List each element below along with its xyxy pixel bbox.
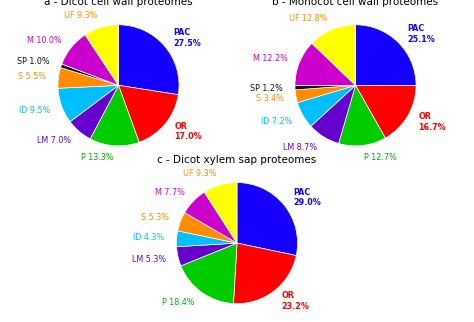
Wedge shape [181, 243, 237, 304]
Text: UF 9.3%: UF 9.3% [64, 11, 98, 20]
Wedge shape [312, 25, 356, 85]
Wedge shape [234, 243, 296, 304]
Text: SP 1.0%: SP 1.0% [17, 57, 50, 66]
Wedge shape [62, 35, 118, 85]
Wedge shape [338, 85, 385, 146]
Text: UF 9.3%: UF 9.3% [183, 169, 217, 178]
Text: P 12.7%: P 12.7% [364, 153, 397, 162]
Text: P 18.4%: P 18.4% [162, 298, 195, 307]
Wedge shape [176, 231, 237, 247]
Text: M 7.7%: M 7.7% [155, 188, 184, 197]
Wedge shape [90, 85, 139, 146]
Wedge shape [237, 183, 298, 256]
Text: UF 12.8%: UF 12.8% [289, 14, 327, 23]
Wedge shape [58, 85, 118, 122]
Wedge shape [61, 64, 118, 85]
Wedge shape [118, 25, 179, 95]
Wedge shape [311, 85, 356, 144]
Wedge shape [85, 25, 118, 85]
Title: a - Dicot cell wall proteomes: a - Dicot cell wall proteomes [44, 0, 193, 7]
Text: P 13.3%: P 13.3% [81, 153, 113, 162]
Wedge shape [298, 85, 356, 126]
Text: ID 9.5%: ID 9.5% [19, 106, 50, 115]
Wedge shape [295, 43, 356, 85]
Wedge shape [70, 85, 118, 139]
Text: OR
16.7%: OR 16.7% [418, 112, 446, 132]
Text: M 12.2%: M 12.2% [253, 54, 288, 63]
Text: LM 7.0%: LM 7.0% [37, 136, 72, 145]
Text: PAC
29.0%: PAC 29.0% [293, 188, 321, 207]
Wedge shape [58, 68, 118, 88]
Wedge shape [178, 213, 237, 243]
Wedge shape [118, 85, 178, 142]
Text: ID 4.3%: ID 4.3% [133, 233, 164, 242]
Text: LM 8.7%: LM 8.7% [283, 143, 317, 152]
Title: b - Monocot cell wall proteomes: b - Monocot cell wall proteomes [273, 0, 438, 7]
Wedge shape [185, 192, 237, 243]
Text: S 5.5%: S 5.5% [18, 72, 46, 81]
Text: PAC
27.5%: PAC 27.5% [173, 28, 201, 48]
Text: ID 7.2%: ID 7.2% [261, 117, 292, 126]
Text: LM 5.3%: LM 5.3% [132, 255, 166, 264]
Text: M 10.0%: M 10.0% [27, 35, 62, 44]
Wedge shape [204, 183, 237, 243]
Wedge shape [295, 85, 356, 103]
Text: S 3.4%: S 3.4% [256, 94, 284, 103]
Wedge shape [356, 25, 416, 86]
Wedge shape [295, 85, 356, 90]
Text: PAC
25.1%: PAC 25.1% [407, 24, 435, 44]
Title: c - Dicot xylem sap proteomes: c - Dicot xylem sap proteomes [157, 155, 317, 165]
Wedge shape [356, 85, 416, 138]
Text: OR
23.2%: OR 23.2% [281, 291, 309, 310]
Text: OR
17.0%: OR 17.0% [174, 122, 202, 141]
Text: S 5.3%: S 5.3% [141, 213, 169, 222]
Text: SP 1.2%: SP 1.2% [250, 84, 283, 92]
Wedge shape [177, 243, 237, 266]
